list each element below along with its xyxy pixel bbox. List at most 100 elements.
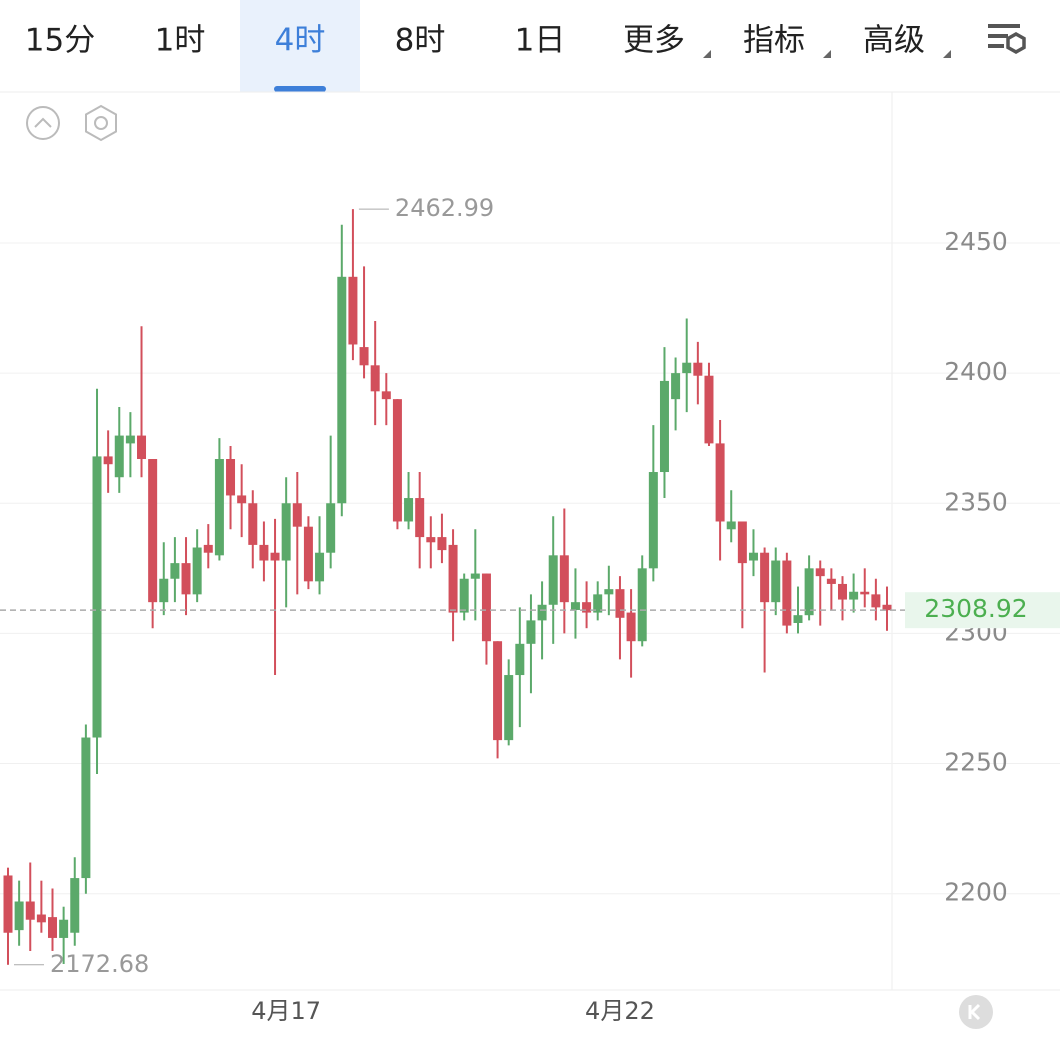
tab[interactable]: 4时 [275,23,326,59]
candle-body [281,503,291,561]
candle-body [148,459,158,603]
candle-body [359,347,369,366]
candle-body [248,503,258,545]
y-tick-label: 2400 [944,357,1008,386]
scroll-end-button[interactable] [959,995,993,1029]
candle-body [259,544,269,561]
candle-body [36,914,46,923]
candle-body [570,602,580,610]
candle-body [504,675,514,741]
candle-body [59,919,69,938]
candle-body [559,555,569,603]
tab[interactable]: 指标 [743,23,805,59]
dropdown-caret [703,50,711,58]
last-price-box [905,592,1060,629]
tab[interactable]: 1时 [155,23,206,59]
last-price-label: 2308.92 [924,594,1027,623]
candle-body [626,612,636,642]
candle-body [381,391,391,400]
candle-body [404,498,414,522]
tab[interactable]: 15分 [25,23,95,59]
high-marker-label: 2462.99 [395,194,494,222]
candle-body [593,594,603,613]
candle-body [226,459,236,496]
candle-body [292,503,302,527]
candle-body [3,875,13,933]
candle-body [159,578,169,603]
candle-body [715,443,725,522]
y-tick-label: 2350 [944,487,1008,516]
candle-body [748,552,758,561]
candle-body [303,526,313,582]
candle-body [515,643,525,676]
candle-body [326,503,336,553]
candle-body [270,552,280,561]
candle-body [737,521,747,564]
tab[interactable]: 更多 [623,23,685,59]
candle-body [793,615,803,623]
tab-bar [0,0,1060,92]
candle-body [871,594,881,608]
candle-body [771,560,781,603]
settings-icon[interactable] [988,24,1026,55]
candle-body [170,563,180,579]
dropdown-caret [943,50,951,58]
candle-body [137,435,147,460]
candle-body [815,568,825,577]
candle-body [693,362,703,376]
candle-body [470,573,480,579]
candle-body [315,552,325,582]
candle-body [726,521,736,530]
candle-body [125,435,135,444]
candle-body [348,276,358,345]
low-marker-label: 2172.68 [50,950,149,978]
y-tick-label: 2250 [944,748,1008,777]
x-tick-label: 4月17 [251,997,321,1025]
candle-body [448,544,458,613]
candle-body [70,878,80,933]
candle-body [526,620,536,644]
y-tick-label: 2450 [944,227,1008,256]
candle-body [860,591,870,595]
tab[interactable]: 高级 [863,23,925,59]
candle-body [760,552,770,603]
collapse-button[interactable] [26,106,60,140]
candle-body [214,459,224,556]
candle-body [426,537,436,543]
candle-body [237,495,247,504]
candle-body [537,604,547,621]
candle-body [103,456,113,465]
candle-body [92,456,102,738]
candle-body [203,544,213,553]
candle-body [48,917,58,938]
candle-body [192,547,202,595]
candle-body [682,362,692,374]
candle-body [459,578,469,613]
y-tick-label: 2200 [944,878,1008,907]
candle-body [882,604,892,611]
candle-body [604,589,614,595]
candle-body [782,560,792,626]
candle-body [370,365,380,392]
candle-body [81,737,91,879]
candle-body [804,568,814,616]
hex-settings-button[interactable] [85,104,117,142]
tab[interactable]: 1日 [515,23,566,59]
tab[interactable]: 8时 [395,23,446,59]
candle-body [671,373,681,400]
candle-body [493,641,503,741]
active-tab-bg [240,0,360,92]
active-tab-indicator [274,86,326,92]
candle-body [481,573,491,642]
candle-body [392,399,402,522]
candle-body [637,568,647,642]
candle-body [14,901,24,931]
candle-body [437,537,447,551]
candle-body [704,375,714,444]
candle-body [415,498,425,538]
dropdown-caret [823,50,831,58]
candle-body [659,380,669,473]
candle-body [648,472,658,569]
candle-body [582,602,592,613]
